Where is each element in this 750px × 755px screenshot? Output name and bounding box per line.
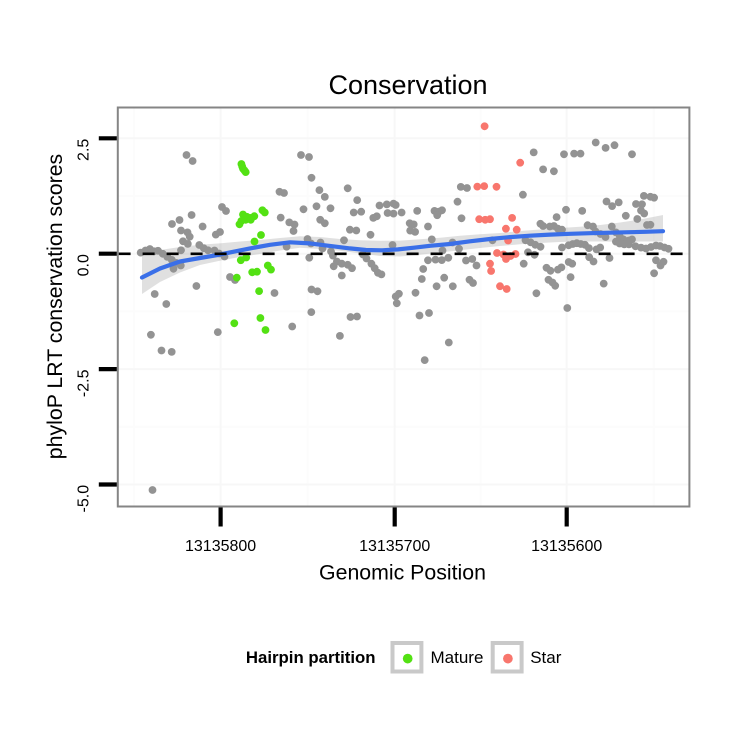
svg-text:phyloP LRT conservation scores: phyloP LRT conservation scores bbox=[43, 154, 67, 459]
svg-text:13135700: 13135700 bbox=[359, 538, 430, 555]
svg-text:-2.5: -2.5 bbox=[76, 369, 93, 397]
svg-text:Hairpin partition: Hairpin partition bbox=[246, 648, 376, 667]
svg-text:Star: Star bbox=[530, 648, 562, 667]
svg-text:-5.0: -5.0 bbox=[76, 485, 93, 513]
svg-text:Mature: Mature bbox=[431, 648, 484, 667]
svg-text:Genomic Position: Genomic Position bbox=[319, 561, 486, 585]
svg-text:0.0: 0.0 bbox=[76, 254, 93, 276]
svg-text:Conservation: Conservation bbox=[328, 70, 487, 100]
svg-text:2.5: 2.5 bbox=[76, 139, 93, 161]
svg-text:13135800: 13135800 bbox=[185, 538, 256, 555]
svg-text:13135600: 13135600 bbox=[531, 538, 602, 555]
